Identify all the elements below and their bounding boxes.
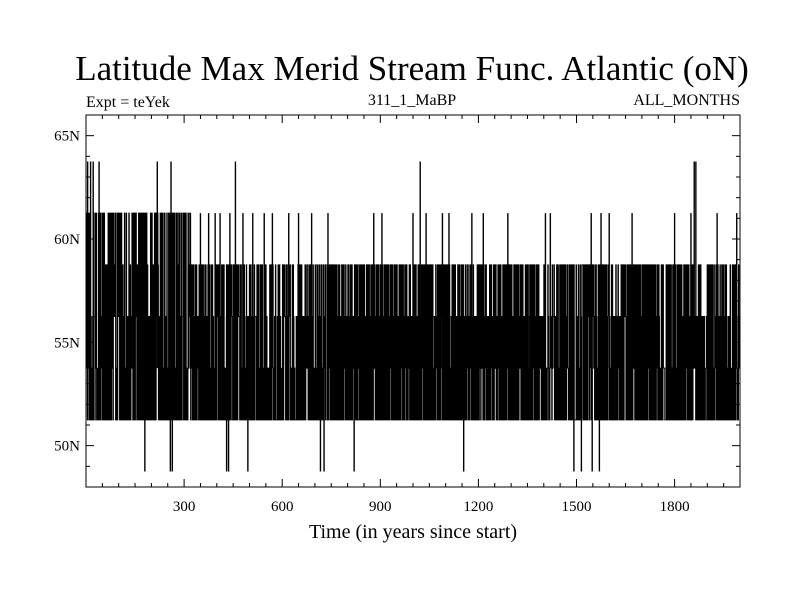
series-line-segment	[334, 316, 544, 369]
series-line-segment	[85, 212, 192, 421]
x-tick-label: 900	[369, 499, 392, 515]
x-tick-label: 1500	[562, 499, 592, 515]
y-tick-label: 65N	[54, 129, 80, 145]
x-tick-label: 300	[173, 499, 196, 515]
x-tick-label: 1200	[463, 499, 493, 515]
y-tick-label: 60N	[54, 232, 80, 248]
axes: 300 600 900 1200 1500 1800 50N 55N 60N 65N	[54, 114, 740, 515]
x-axis-label: Time (in years since start)	[309, 521, 517, 543]
y-tick-label: 55N	[54, 335, 80, 351]
subtitle-left: Expt = teYek	[86, 94, 170, 111]
y-tick-label: 50N	[54, 439, 80, 455]
subtitle-center: 311_1_MaBP	[368, 92, 456, 109]
chart-title: Latitude Max Merid Stream Func. Atlantic…	[75, 49, 749, 88]
x-tick-label: 600	[271, 499, 294, 515]
x-tick-label: 1800	[660, 499, 690, 515]
subtitle-right: ALL_MONTHS	[633, 92, 740, 109]
data-series	[85, 161, 741, 472]
plot-frame	[85, 114, 741, 488]
